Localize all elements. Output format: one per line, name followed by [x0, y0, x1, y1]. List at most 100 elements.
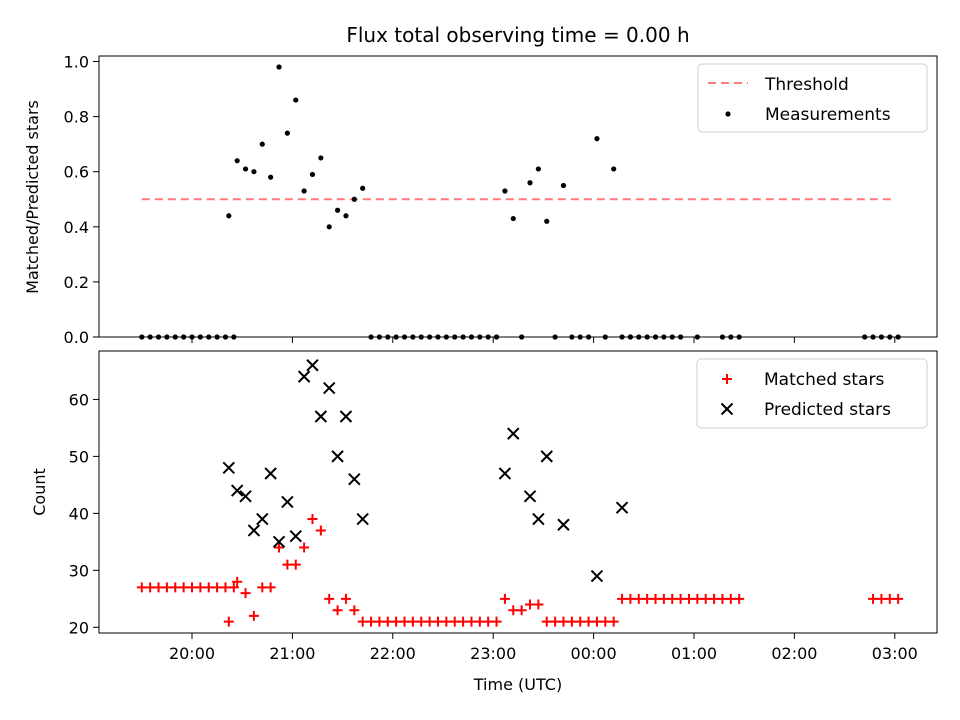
measurement-point — [694, 334, 700, 340]
bottom-x-ticks: 20:00 21:00 22:00 23:00 00:00 01:00 02:00 03:00 — [169, 633, 918, 663]
measurement-point — [197, 334, 203, 340]
top-y-tick-label: 0.6 — [64, 163, 89, 182]
matched-star-point — [583, 616, 594, 627]
matched-star-point — [265, 582, 276, 593]
matched-star-point — [257, 582, 268, 593]
matched-star-point — [332, 605, 343, 616]
measurement-point — [669, 334, 675, 340]
measurement-point — [222, 334, 229, 340]
top-y-tick-label: 0.4 — [64, 218, 89, 237]
predicted-star-point — [590, 569, 604, 583]
measurement-point — [214, 334, 220, 340]
measurement-point — [309, 171, 316, 178]
measurement-point — [164, 334, 170, 340]
bottom-panel: 20 30 40 50 60 20:00 21:00 22:00 23:00 00:00 01:0… — [30, 350, 938, 694]
measurement-point — [226, 213, 232, 219]
measurement-point — [231, 334, 237, 340]
top-panel: 0.0 0.2 0.4 0.6 0.8 1.0 Matched/Predicted sta… — [23, 53, 938, 347]
matched-star-point — [424, 616, 435, 627]
measurement-point — [895, 334, 901, 340]
measurement-point — [343, 213, 349, 219]
top-y-ticks: 0.0 0.2 0.4 0.6 0.8 1.0 — [64, 53, 99, 347]
measurement-point — [385, 334, 391, 340]
measurement-point — [527, 180, 533, 186]
predicted-star-point — [339, 410, 353, 423]
measurement-point — [485, 334, 491, 340]
matched-star-point — [633, 593, 644, 604]
matched-star-point — [458, 616, 469, 627]
matched-star-point — [299, 542, 310, 553]
bottom-y-ticks: 20 30 40 50 60 — [69, 390, 99, 637]
matched-star-point — [508, 605, 519, 616]
predicted-star-point — [323, 381, 336, 395]
matched-star-point — [566, 616, 577, 627]
predicted-star-point — [498, 467, 512, 480]
matched-star-point — [178, 582, 189, 593]
measurement-point — [736, 334, 742, 340]
x-tick-label: 23:00 — [470, 644, 516, 663]
predicted-star-point — [557, 518, 570, 531]
bottom-legend: Matched stars Predicted stars — [696, 358, 928, 429]
measurement-point — [368, 334, 374, 340]
measurement-point — [728, 334, 734, 340]
measurement-point — [155, 334, 162, 340]
matched-star-point — [145, 582, 156, 593]
matched-star-point — [212, 582, 223, 593]
matched-star-point — [349, 605, 360, 616]
matched-star-point — [541, 616, 552, 627]
measurement-point — [870, 334, 876, 340]
top-y-tick-label: 0.0 — [64, 328, 89, 347]
matched-star-point — [600, 616, 611, 627]
measurement-point — [619, 334, 625, 340]
measurement-point — [887, 334, 893, 340]
x-tick-label: 00:00 — [571, 644, 617, 663]
measurement-point — [510, 215, 516, 222]
predicted-star-point — [230, 484, 244, 497]
predicted-star-point — [615, 501, 629, 514]
measurement-point — [418, 334, 424, 340]
measurement-point — [147, 334, 153, 340]
bottom-legend-box — [696, 358, 928, 429]
measurement-point — [326, 224, 332, 230]
x-axis-label: Time (UTC) — [473, 675, 562, 694]
x-tick-label: 01:00 — [671, 644, 717, 663]
matched-star-point — [667, 593, 678, 604]
bottom-y-tick-label: 30 — [69, 561, 89, 580]
measurement-point — [602, 334, 608, 340]
matched-star-point — [499, 593, 510, 604]
bottom-y-tick-label: 50 — [69, 447, 89, 466]
matched-star-point — [161, 582, 172, 593]
matched-star-point — [449, 616, 460, 627]
measurement-point — [878, 334, 885, 340]
legend-predicted-swatch — [720, 402, 734, 416]
measurement-point — [393, 334, 399, 340]
measurement-point — [585, 334, 592, 340]
matched-star-point — [550, 616, 561, 627]
legend-matched-marker — [722, 374, 732, 384]
matched-star-point — [876, 593, 887, 604]
matched-star-point — [591, 616, 602, 627]
matched-star-point — [223, 616, 234, 627]
measurement-point — [301, 188, 307, 194]
predicted-star-point — [523, 490, 537, 503]
measurement-point — [334, 207, 341, 213]
matched-star-point — [725, 593, 736, 604]
measurement-point — [242, 166, 249, 172]
measurement-point — [569, 334, 575, 340]
matched-star-point — [717, 593, 728, 604]
matched-star-point — [642, 593, 653, 604]
predicted-stars-points — [222, 359, 629, 583]
predicted-star-point — [331, 450, 344, 463]
matched-star-point — [575, 616, 586, 627]
bottom-y-axis-label: Count — [30, 468, 49, 516]
matched-star-point — [391, 616, 402, 627]
top-plot-frame — [98, 55, 938, 338]
measurement-point — [376, 334, 383, 340]
matched-star-point — [407, 616, 418, 627]
measurement-point — [594, 136, 600, 142]
predicted-star-point — [247, 524, 261, 537]
matched-star-point — [700, 593, 711, 604]
measurement-point — [360, 185, 366, 191]
matched-star-point — [195, 582, 206, 593]
measurement-point — [644, 334, 650, 340]
